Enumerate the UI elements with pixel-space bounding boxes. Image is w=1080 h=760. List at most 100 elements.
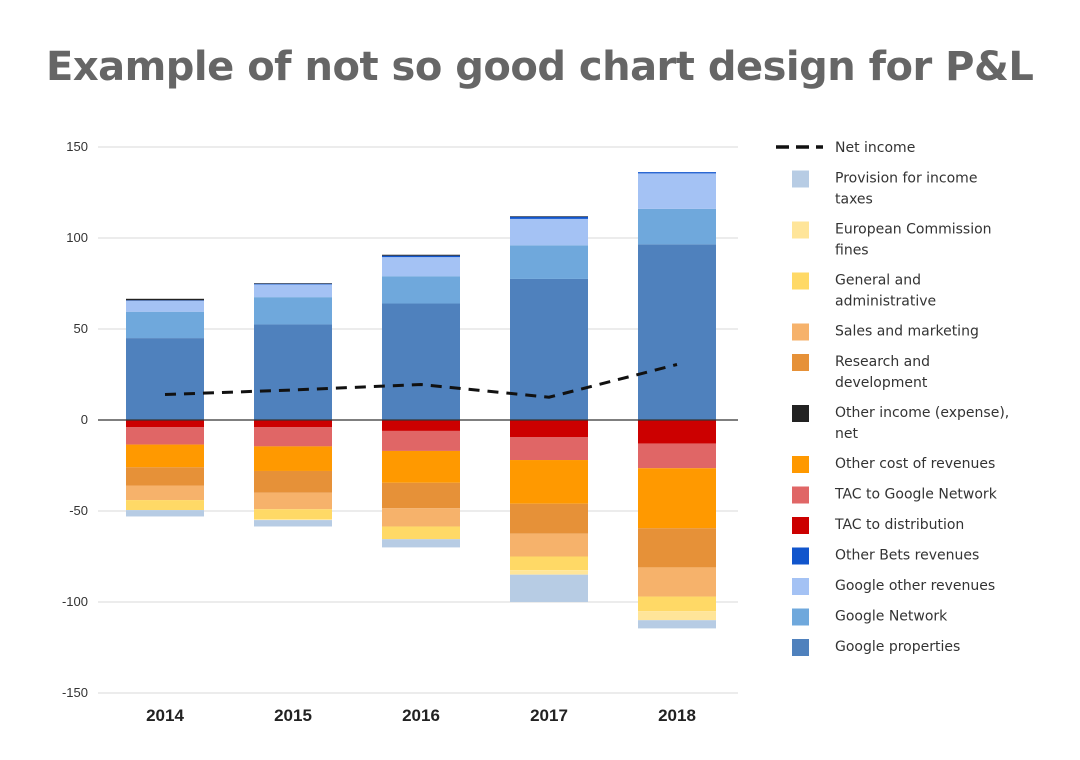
bar-segment-other-income-expense-net [254, 283, 332, 284]
bar-segment-google-other-revenues [126, 300, 204, 312]
y-tick-label: -150 [62, 685, 88, 700]
legend-label: TAC to distribution [834, 517, 964, 533]
bar-segment-other-income-expense-net [382, 254, 460, 256]
bar-segment-general-and-administrative [510, 556, 588, 571]
legend-label: TAC to Google Network [834, 487, 998, 503]
legend-label: administrative [835, 294, 936, 310]
bar-segment-general-and-administrative [638, 596, 716, 612]
bar-segment-sales-and-marketing [254, 492, 332, 510]
bar-segment-google-properties [638, 244, 716, 420]
legend-swatch [792, 323, 809, 341]
legend-item-google-network: Google Network [792, 608, 948, 626]
legend-label: Provision for income [835, 171, 977, 187]
bar-segment-other-bets-revenues [126, 300, 204, 301]
bar-segment-other-income-expense-net [126, 298, 204, 301]
legend-item-net-income: Net income [776, 140, 915, 156]
bar-segment-other-cost-of-revenues [510, 460, 588, 504]
net-income-line [164, 363, 678, 399]
legend-label: net [835, 426, 858, 442]
legend-swatch [792, 405, 809, 422]
bar-segment-provision-for-income-taxes [254, 520, 332, 527]
bar-segment-tac-to-distribution [382, 420, 460, 431]
legend-label: Other income (expense), [835, 405, 1009, 421]
legend-label: Google properties [835, 639, 960, 655]
bar-segment-other-bets-revenues [382, 255, 460, 258]
legend-item-other-cost-of-revenues: Other cost of revenues [792, 456, 995, 473]
bar-segment-general-and-administrative [382, 526, 460, 540]
legend-label: Other Bets revenues [835, 548, 979, 564]
legend-label: development [835, 375, 928, 391]
bar-segment-google-other-revenues [254, 284, 332, 298]
bar-segment-tac-to-distribution [638, 420, 716, 444]
bar-segment-tac-to-distribution [510, 420, 588, 438]
legend-item-european-commission-fines: European Commission fines [792, 221, 992, 259]
bar-segment-tac-to-google-network [254, 427, 332, 447]
bar-segment-sales-and-marketing [638, 567, 716, 597]
bar-segment-provision-for-income-taxes [382, 539, 460, 548]
bar-segment-google-properties [126, 338, 204, 420]
bar-segment-sales-and-marketing [510, 533, 588, 557]
bar-segment-other-cost-of-revenues [638, 468, 716, 529]
legend-swatch [792, 639, 809, 656]
legend-swatch [792, 354, 809, 371]
legend-swatch [792, 272, 809, 290]
bar-segment-other-bets-revenues [638, 172, 716, 174]
legend-swatch [792, 578, 809, 595]
bar-segment-research-and-development [510, 503, 588, 534]
x-tick-label: 2014 [146, 706, 184, 725]
bar-segment-provision-for-income-taxes [510, 574, 588, 602]
bar-segment-other-cost-of-revenues [382, 450, 460, 483]
legend-swatch [792, 221, 809, 239]
bar-segment-tac-to-google-network [510, 437, 588, 461]
legend-item-google-other-revenues: Google other revenues [792, 578, 995, 595]
legend-swatch [792, 517, 809, 534]
x-tick-label: 2016 [402, 706, 440, 725]
bar-segment-tac-to-distribution [254, 420, 332, 428]
bar-segment-other-bets-revenues [510, 216, 588, 219]
y-tick-label: 150 [66, 139, 88, 154]
legend-label: Google Network [835, 609, 948, 625]
bar-segment-other-cost-of-revenues [126, 444, 204, 468]
legend-swatch [792, 170, 809, 188]
bar-segment-google-other-revenues [510, 218, 588, 246]
legend-label: Research and [835, 354, 930, 370]
bar-segment-tac-to-distribution [126, 420, 204, 428]
bar-segment-google-properties [510, 278, 588, 420]
y-tick-label: -100 [62, 594, 88, 609]
bar-segment-research-and-development [254, 470, 332, 493]
legend-label: European Commission [835, 222, 992, 238]
bar-segment-google-network [638, 208, 716, 245]
bar-segment-google-network [510, 245, 588, 279]
legend-swatch [792, 608, 809, 626]
legend-item-other-bets-revenues: Other Bets revenues [792, 547, 979, 565]
legend-label: General and [835, 273, 921, 289]
chart-legend: Net income Provision for income taxes Europ… [776, 140, 1009, 656]
legend-label: fines [835, 243, 869, 259]
legend-item-general-and-administrative: General and administrative [792, 272, 936, 310]
bar-segment-european-commission-fines [254, 519, 332, 521]
bar-segment-tac-to-google-network [126, 427, 204, 445]
y-tick-label: 50 [74, 321, 88, 336]
legend-swatch [792, 547, 809, 565]
x-tick-label: 2018 [658, 706, 696, 725]
bar-segment-google-other-revenues [638, 173, 716, 209]
bar-segment-other-income-expense-net [510, 216, 588, 217]
bar-segment-european-commission-fines [510, 570, 588, 575]
legend-item-tac-to-google-network: TAC to Google Network [792, 486, 998, 504]
bar-segment-tac-to-google-network [382, 430, 460, 451]
legend-label: Sales and marketing [835, 324, 979, 340]
legend-label: Net income [835, 140, 915, 156]
page-title: Example of not so good chart design for … [46, 44, 1034, 90]
bar-segment-google-properties [254, 324, 332, 420]
bar-segment-general-and-administrative [126, 500, 204, 511]
legend-item-other-income-expense-net: Other income (expense), net [792, 405, 1009, 442]
legend-label: taxes [835, 192, 873, 208]
y-tick-label: -50 [69, 503, 88, 518]
y-tick-label: 100 [66, 230, 88, 245]
y-tick-label: 0 [81, 412, 88, 427]
bar-segment-research-and-development [126, 467, 204, 486]
legend-item-google-properties: Google properties [792, 639, 960, 656]
bar-segment-sales-and-marketing [382, 508, 460, 527]
bar-segment-sales-and-marketing [126, 485, 204, 501]
x-tick-label: 2015 [274, 706, 312, 725]
